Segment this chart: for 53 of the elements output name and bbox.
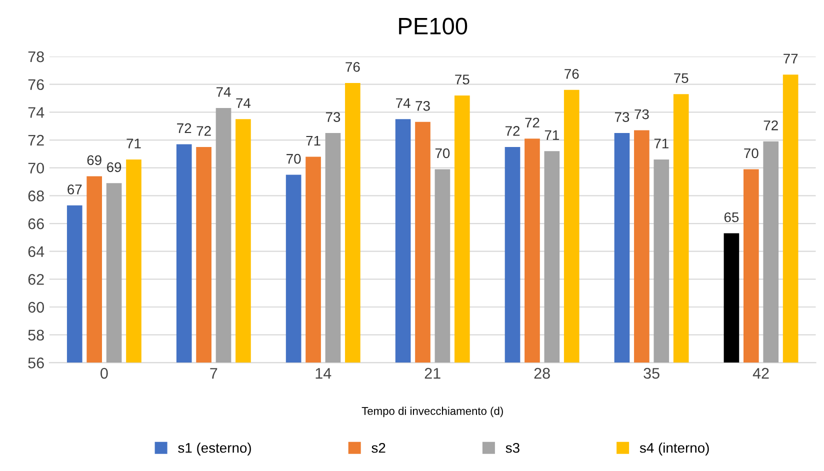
y-tick-label: 64 [28, 246, 44, 258]
data-label: 77 [784, 54, 798, 64]
data-label: 67 [68, 184, 82, 194]
data-label: 65 [724, 212, 739, 222]
y-tick-label: 72 [28, 134, 44, 146]
data-label: 71 [544, 130, 559, 140]
data-label: 75 [455, 74, 470, 84]
data-label: 72 [196, 126, 211, 136]
y-tick-label: 68 [28, 190, 44, 202]
x-tick-label: 0 [100, 368, 108, 379]
data-label: 72 [177, 123, 192, 133]
y-tick-label: 56 [28, 358, 44, 368]
legend-label: s4 (interno) [640, 442, 709, 456]
x-tick-label: 42 [752, 368, 769, 379]
data-label: 76 [346, 62, 360, 72]
y-tick-label: 58 [28, 330, 44, 341]
data-label: 76 [564, 69, 579, 79]
data-label: 73 [326, 112, 340, 122]
y-tick-label: 76 [28, 79, 44, 90]
data-label: 74 [236, 98, 251, 108]
y-tick-label: 60 [28, 302, 44, 313]
data-label: 73 [634, 109, 649, 120]
data-label: 74 [396, 98, 410, 108]
y-tick-label: 62 [28, 274, 44, 285]
data-label: 71 [306, 136, 320, 146]
x-tick-label: 14 [316, 368, 332, 379]
legend-label: s2 [372, 442, 386, 453]
data-label: 73 [614, 112, 630, 122]
y-tick-label: 74 [28, 107, 44, 118]
y-tick-label: 66 [28, 218, 44, 230]
data-label: 70 [744, 148, 758, 158]
data-label: 74 [216, 87, 231, 97]
y-tick-label: 70 [28, 162, 44, 174]
data-label: 73 [416, 101, 430, 111]
legend-label: s1 (esterno) [178, 442, 251, 456]
x-axis-title: Tempo di invecchiamento (d) [362, 406, 503, 418]
data-label: 69 [107, 162, 122, 172]
legend-label: s3 [506, 442, 520, 453]
data-label: 69 [87, 155, 102, 166]
data-label: 72 [764, 120, 778, 130]
data-label: 70 [286, 154, 301, 164]
data-label: 70 [435, 148, 450, 158]
x-tick-label: 21 [424, 368, 440, 379]
x-tick-label: 7 [210, 368, 218, 379]
x-tick-label: 28 [534, 368, 550, 379]
data-label: 71 [654, 138, 668, 148]
data-label: 71 [126, 138, 141, 148]
data-label: 72 [506, 126, 520, 136]
data-label: 72 [525, 118, 540, 128]
y-tick-label: 78 [28, 51, 44, 62]
data-label: 75 [674, 73, 688, 84]
x-tick-label: 35 [644, 368, 660, 379]
chart-title: PE100 [399, 18, 468, 35]
